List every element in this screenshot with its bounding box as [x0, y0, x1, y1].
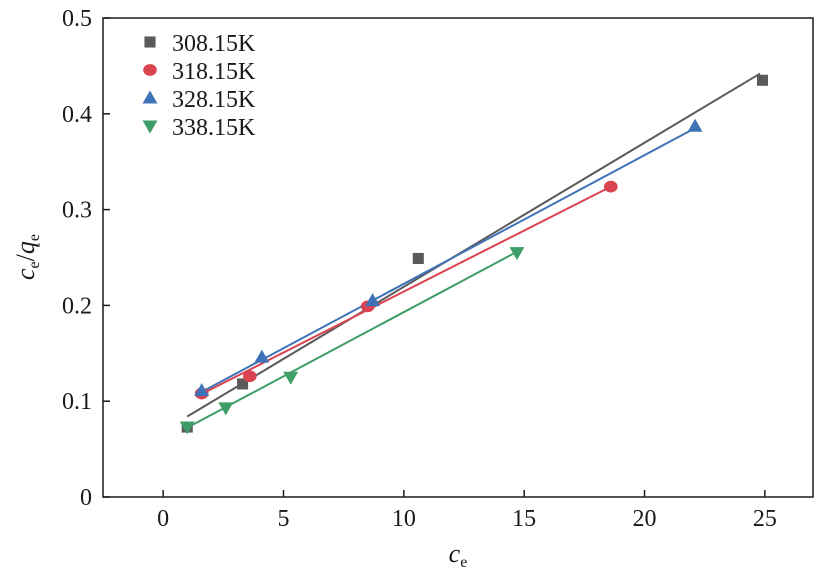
legend-marker-4: [142, 120, 158, 134]
x-axis-ticks: 0 5 10 15 20 25: [157, 490, 777, 532]
data-point-series-3: [194, 383, 210, 397]
legend-marker-3: [142, 90, 158, 104]
y-tick-label: 0.4: [62, 102, 92, 128]
x-tick-label: 10: [392, 506, 416, 532]
data-point-series-4: [509, 247, 525, 261]
data-point-series-4: [179, 421, 195, 435]
y-axis-ticks: 0 0.1 0.2 0.3 0.4 0.5: [62, 6, 110, 511]
data-point-series-1: [237, 378, 249, 390]
y-tick-label: 0.2: [62, 293, 92, 319]
y-tick-label: 0.1: [62, 389, 92, 415]
legend-label-1: 308.15K: [172, 31, 256, 57]
data-point-series-4: [218, 402, 234, 416]
legend-marker-1: [144, 36, 156, 48]
y-tick-label: 0.5: [62, 6, 92, 32]
data-point-series-2: [604, 180, 618, 193]
fit-line-2: [196, 185, 612, 398]
data-point-series-2: [242, 370, 257, 383]
legend-marker-2: [143, 64, 157, 76]
legend-label-2: 318.15K: [172, 59, 256, 85]
fit-line-3: [196, 127, 696, 396]
data-point-series-1: [412, 252, 424, 264]
fit-line-4: [184, 250, 518, 430]
data-point-series-4: [283, 371, 299, 385]
data-point-series-3: [254, 349, 270, 363]
x-tick-label: 15: [512, 506, 536, 532]
legend-label-3: 328.15K: [172, 87, 256, 113]
x-tick-label: 0: [157, 506, 169, 532]
data-point-series-3: [687, 118, 703, 132]
data-point-series-1: [756, 74, 768, 86]
data-point-series-3: [365, 293, 381, 307]
y-tick-label: 0: [80, 485, 92, 511]
plot-frame: [102, 17, 814, 498]
data-markers: [179, 74, 768, 435]
y-axis-label: ce/qe: [11, 234, 43, 280]
x-tick-label: 25: [753, 506, 777, 532]
legend-label-4: 338.15K: [172, 115, 256, 141]
fit-line-1: [186, 72, 761, 418]
fit-lines: [184, 72, 761, 430]
x-tick-label: 5: [278, 506, 290, 532]
x-axis-label: ce: [449, 539, 468, 571]
x-tick-label: 20: [633, 506, 657, 532]
y-tick-label: 0.3: [62, 198, 92, 224]
